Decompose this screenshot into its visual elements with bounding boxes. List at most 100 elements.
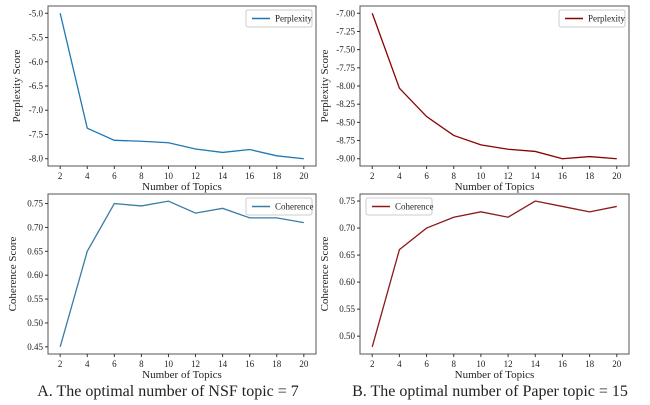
y-tick-label: 0.65	[27, 246, 43, 256]
subplot-A-bottom: 2 4 6 8 10 12 14 16 18 20 0.45 0.50 0.55 0.60 0.65 0.70…	[7, 193, 317, 381]
x-tick-label: 2	[370, 171, 375, 181]
x-tick-label: 6	[424, 359, 429, 369]
legend-box	[245, 197, 313, 216]
x-tick-label: 16	[245, 171, 255, 181]
series-line-perplexity	[371, 13, 617, 160]
x-tick-label: 14	[531, 171, 541, 181]
x-tick-label: 4	[85, 171, 90, 181]
x-tick-label: 14	[218, 359, 228, 369]
legend: Perplexity	[558, 9, 626, 28]
x-tick-label: 16	[558, 171, 568, 181]
y-tick-label: 0.65	[339, 250, 355, 260]
plot-frame	[47, 193, 317, 355]
x-tick-label: 18	[272, 359, 282, 369]
x-tick-label: 18	[585, 171, 595, 181]
legend-label: Coherence	[395, 202, 433, 212]
y-tick-label: 0.70	[27, 222, 43, 232]
caption-right: B. The optimal number of Paper topic = 1…	[352, 383, 628, 400]
y-axis-label: Perplexity Score	[11, 49, 23, 122]
x-tick-label: 20	[612, 171, 622, 181]
x-tick-label: 10	[164, 171, 174, 181]
y-tick-label: 0.45	[27, 342, 43, 352]
y-tick-label: -5.0	[29, 8, 44, 18]
x-tick-label: 12	[504, 359, 513, 369]
x-tick-label: 10	[476, 359, 486, 369]
x-tick-label: 2	[58, 359, 63, 369]
x-tick-label: 10	[164, 359, 174, 369]
y-tick-label: -8.25	[336, 99, 355, 109]
y-tick-label: 0.50	[339, 331, 355, 341]
plot-frame	[359, 193, 630, 355]
plot-frame	[359, 5, 630, 167]
y-tick-label: -6.0	[29, 57, 44, 67]
y-tick-label: -8.75	[336, 136, 355, 146]
x-axis-label: Number of Topics	[455, 369, 535, 381]
x-tick-label: 2	[58, 171, 63, 181]
subplot-A-top: 2 4 6 8 10 12 14 16 18 20 -8.0 -7.5 -7.0 -6.5 -6.0 -5.5…	[11, 5, 317, 193]
x-tick-label: 2	[370, 359, 375, 369]
legend-box	[365, 197, 433, 216]
y-tick-label: -7.75	[336, 63, 355, 73]
x-tick-label: 8	[451, 359, 456, 369]
x-tick-label: 4	[397, 359, 402, 369]
y-tick-label: 0.60	[339, 277, 355, 287]
y-tick-label: 0.75	[27, 199, 43, 209]
x-tick-label: 6	[112, 171, 117, 181]
series-line-coherence	[59, 200, 304, 348]
x-tick-label: 8	[451, 171, 456, 181]
x-tick-label: 4	[85, 359, 90, 369]
x-tick-label: 20	[299, 171, 309, 181]
caption-left: A. The optimal number of NSF topic = 7	[37, 383, 299, 400]
x-axis-label: Number of Topics	[142, 369, 222, 381]
y-tick-label: 0.60	[27, 270, 43, 280]
subplot-B-bottom: 2 4 6 8 10 12 14 16 18 20 0.50 0.55 0.60 0.65 0.70 0.75…	[319, 193, 630, 381]
y-tick-label: 0.75	[339, 196, 355, 206]
y-tick-label: -7.5	[29, 129, 44, 139]
y-tick-label: -7.0	[29, 105, 44, 115]
y-tick-label: -7.25	[336, 26, 355, 36]
y-tick-label: -9.00	[336, 154, 355, 164]
x-tick-label: 14	[531, 359, 541, 369]
x-tick-label: 12	[504, 171, 513, 181]
y-tick-label: -8.00	[336, 81, 355, 91]
series-line-perplexity	[59, 13, 304, 160]
x-tick-label: 10	[476, 171, 486, 181]
x-tick-label: 6	[424, 171, 429, 181]
y-tick-label: 0.55	[339, 304, 355, 314]
legend-label: Coherence	[275, 202, 313, 212]
x-tick-label: 20	[299, 359, 309, 369]
legend-label: Perplexity	[275, 14, 312, 24]
y-tick-label: -5.5	[29, 33, 44, 43]
y-axis-label: Coherence Score	[319, 236, 331, 311]
legend-label: Perplexity	[588, 14, 625, 24]
legend-box	[558, 9, 626, 28]
x-axis-label: Number of Topics	[142, 181, 222, 193]
y-tick-label: -7.00	[336, 8, 355, 18]
legend-box	[245, 9, 313, 28]
x-tick-label: 12	[191, 359, 200, 369]
x-tick-label: 18	[585, 359, 595, 369]
y-tick-label: 0.70	[339, 223, 355, 233]
x-tick-label: 20	[612, 359, 622, 369]
legend: Perplexity	[245, 9, 313, 28]
y-tick-label: -6.5	[29, 81, 44, 91]
y-tick-label: -7.50	[336, 45, 355, 55]
series-line-coherence	[371, 200, 617, 348]
subplot-B-top: 2 4 6 8 10 12 14 16 18 20 -9.00 -8.75 -8.50 -8.25 -8.0…	[319, 5, 630, 193]
x-tick-label: 16	[558, 359, 568, 369]
legend: Coherence	[365, 197, 433, 216]
y-tick-label: 0.55	[27, 294, 43, 304]
y-tick-label: 0.50	[27, 318, 43, 328]
x-tick-label: 16	[245, 359, 255, 369]
y-axis-label: Perplexity Score	[319, 49, 331, 122]
x-axis-label: Number of Topics	[455, 181, 535, 193]
x-tick-label: 14	[218, 171, 228, 181]
x-tick-label: 8	[139, 359, 144, 369]
x-tick-label: 18	[272, 171, 282, 181]
y-tick-label: -8.50	[336, 117, 355, 127]
y-tick-label: -8.0	[29, 154, 44, 164]
x-tick-label: 8	[139, 171, 144, 181]
plot-frame	[47, 5, 317, 167]
x-tick-label: 4	[397, 171, 402, 181]
